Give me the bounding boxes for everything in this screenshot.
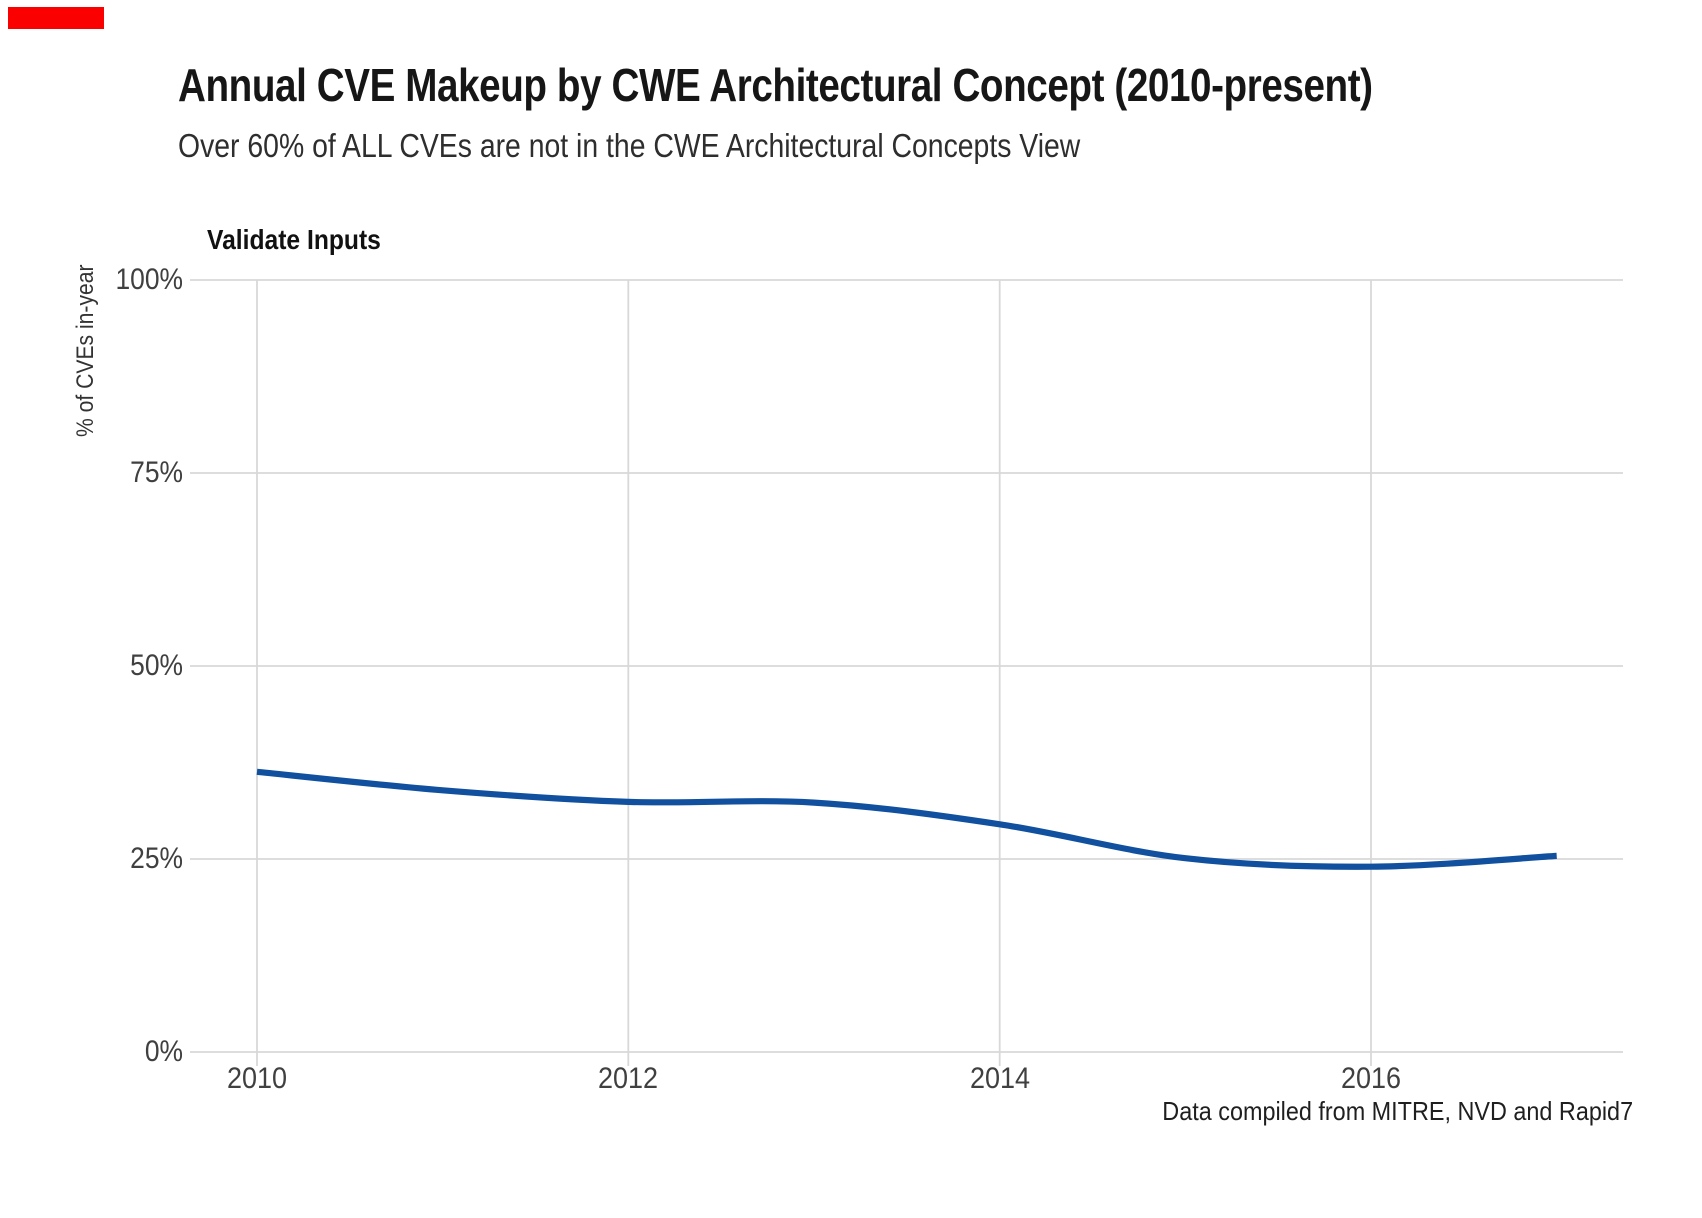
y-tick-label: 50% <box>130 649 183 682</box>
y-tick-label: 75% <box>130 456 183 489</box>
x-tick-label: 2016 <box>1340 1062 1402 1095</box>
y-tick-label: 25% <box>130 842 183 875</box>
y-tick-label: 0% <box>144 1035 183 1068</box>
trend-line <box>256 768 1557 870</box>
chart-subtitle: Over 60% of ALL CVEs are not in the CWE … <box>178 127 1081 164</box>
red-marker-bar <box>8 7 104 29</box>
panel-strip-label: Validate Inputs <box>207 224 381 255</box>
x-tick-label: 2010 <box>226 1062 288 1095</box>
x-tick-label: 2012 <box>597 1062 659 1095</box>
chart-title: Annual CVE Makeup by CWE Architectural C… <box>178 59 1373 111</box>
x-tick-label: 2014 <box>969 1062 1031 1095</box>
y-tick-label: 100% <box>115 263 183 296</box>
chart-caption: Data compiled from MITRE, NVD and Rapid7 <box>1162 1096 1633 1126</box>
